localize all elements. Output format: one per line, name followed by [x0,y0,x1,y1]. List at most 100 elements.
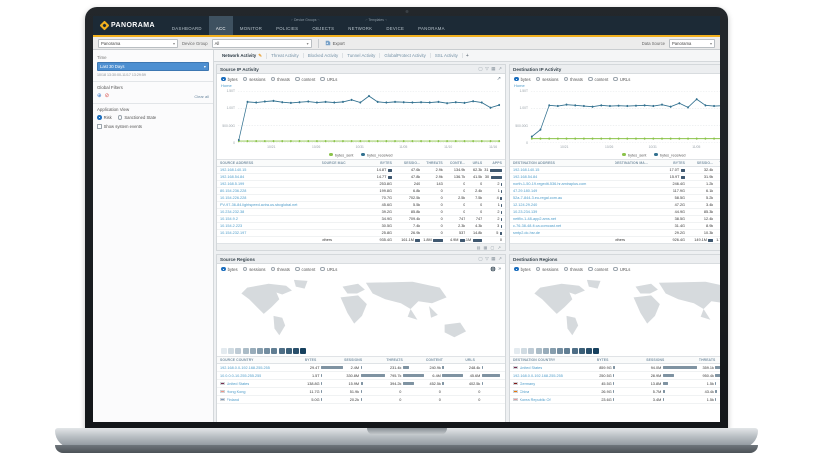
nav-item-device[interactable]: DEVICE [386,26,405,31]
column-header[interactable]: THREATS [698,358,716,362]
add-filter-icon[interactable]: ⊕ [97,93,102,99]
metric-radio-sessions[interactable]: sessions [242,267,266,272]
column-header[interactable]: URLS [472,161,483,165]
table-row[interactable]: 192.168.140.15 14.8T 47.6k 2.9k 134.9k 62.3k 3… [217,167,505,174]
nav-item-acc[interactable]: ACC [208,16,233,35]
metric-radio-content[interactable]: content [294,267,315,272]
tab-tunnel-activity[interactable]: Tunnel Activity [343,53,381,58]
column-header[interactable]: SESSIONS [344,358,363,362]
source-regions-map[interactable] [220,273,502,347]
legend-item-bytes_received[interactable]: bytes_received [361,152,393,157]
add-tab-button[interactable]: + [465,52,469,59]
tab-network-activity[interactable]: Network Activity ✎ [218,52,268,59]
table-view-icon[interactable]: ▦ [491,256,496,261]
filter-icon[interactable]: ▽ [485,66,489,71]
column-header[interactable]: CONTENT [425,358,443,362]
device-group-select[interactable]: All ▾ [211,38,312,48]
table-row[interactable]: Hong Kong 11.7G 51.9k 0 0 0 [217,388,505,396]
metric-radio-sessions[interactable]: sessions [535,77,559,82]
table-row[interactable]: c-76-38-48-fi.ca.comcast.net31.4G8.9k02.… [510,223,720,230]
table-row[interactable]: PV-97-36-84.lightspeed.avira.us.sbcgloba… [217,202,505,209]
legend-item-bytes_received[interactable]: bytes_received [654,152,686,157]
tab-threat-activity[interactable]: Threat Activity [267,53,304,58]
metric-radio-content[interactable]: content [294,77,315,82]
maximize-icon[interactable]: ▢ [490,244,495,250]
collapse-icon[interactable]: » [498,266,501,272]
column-header[interactable]: THREATS [426,161,443,165]
table-row[interactable]: 10.154.2.223 30.5G 7.4k 0 2.3k 4.3k 3 [217,223,505,230]
nav-item-network[interactable]: NETWORK [348,26,373,31]
table-row[interactable]: 192.168.54.84 14.7T 47.8k 2.9k 136.7k 41.5k 30 [217,174,505,181]
negate-filter-icon[interactable]: ⊘ [104,93,110,99]
tab-globalprotect-activity[interactable]: GlobalProtect Activity [380,53,431,58]
table-row[interactable]: 192.168.5.199 253.8G 240 143 0 0 2 [217,181,505,188]
column-header[interactable]: SOURCE COUNTRY [220,358,254,362]
metric-radio-urls[interactable]: URLs [613,267,630,272]
data-source-select[interactable]: Panorama ▾ [669,38,715,48]
nav-item-policies[interactable]: POLICIES [276,26,299,31]
table-row[interactable]: 10.154.232.197 25.8G 26.9k 0 537 14.8k 5 [217,230,505,237]
open-link-icon[interactable]: ↗ [498,66,502,71]
table-row[interactable]: 10.234.232.38 39.2G 85.8k 0 0 0 2 [217,209,505,216]
metric-radio-sessions[interactable]: sessions [242,77,266,82]
metric-radio-content[interactable]: content [587,267,608,272]
open-link-icon[interactable]: ↗ [498,256,502,261]
column-header[interactable]: CONTE... [449,161,466,165]
show-system-events-checkbox[interactable]: Show system events [97,124,209,129]
column-header[interactable]: BYTES [304,358,317,362]
home-breadcrumb[interactable]: Home [221,83,232,88]
table-row[interactable]: 80.154.236.228 199.8G 6.8k 0 0 2.4k 1 [217,188,505,195]
nav-item-objects[interactable]: OBJECTS [312,26,335,31]
column-header[interactable]: SESSIONS [646,358,665,362]
column-header[interactable]: SESSIO... [403,161,421,165]
column-header[interactable]: THREATS [713,161,720,165]
table-row[interactable]: 10.154.9.2 34.9G 709.4k 0 747 747 2 [217,216,505,223]
home-breadcrumb[interactable]: Home [514,83,525,88]
table-row[interactable]: United States 138.8G 15.9M 394.2k 452.5k 402.… [217,380,505,388]
table-view-icon[interactable]: ▦ [491,66,496,71]
sanctioned-state-radio[interactable]: Sanctioned State [117,115,156,120]
filter-icon[interactable]: ▽ [485,256,489,261]
column-header[interactable]: THREATS [386,358,403,362]
column-header[interactable]: SESSIO... [696,161,714,165]
column-header[interactable]: DESTINATION MA... [614,161,648,165]
table-row[interactable]: 192.168.0.0-192.168.255.255 29.4T 2.4M 231.… [217,364,505,372]
column-header[interactable]: APPS [492,161,502,165]
metric-radio-content[interactable]: content [587,77,608,82]
column-header[interactable]: DESTINATION ADDRESS [513,161,556,165]
table-row[interactable]: 10.154.226.228 70.7G 702.5k 0 2.5k 7.5k 4 [217,195,505,202]
risk-radio[interactable]: Risk [97,115,112,120]
table-row[interactable]: netflix-1-48-app2.ams.net38.5G12.4k07127… [510,216,720,223]
jump-icon[interactable]: ↗ [497,244,501,250]
column-header[interactable]: BYTES [596,358,609,362]
column-header[interactable]: BYTES [380,161,393,165]
column-header[interactable]: SOURCE ADDRESS [220,161,254,165]
context-select[interactable]: Panorama ▾ [98,38,178,48]
tab-ssl-activity[interactable]: SSL Activity [431,53,463,58]
destination-regions-map[interactable] [513,273,720,347]
table-row[interactable]: north-1-50-19.regedit-536.hr.amiraplus.c… [510,181,720,188]
time-range-select[interactable]: Last 30 Days ▾ [97,62,209,71]
metric-radio-sessions[interactable]: sessions [535,267,559,272]
export-button[interactable]: Export [325,40,345,46]
column-header[interactable]: DESTINATION COUNTRY [513,358,556,362]
table-row[interactable]: Finland 5.0G 20.2k 0 0 0 [217,396,505,404]
table-row[interactable]: 52a-7-844-3.eu-regal.com.au58.5G5.2k02.2… [510,195,720,202]
metric-radio-bytes[interactable]: bytes [221,77,238,82]
metric-radio-threats[interactable]: threats [270,77,290,82]
export-table-icon[interactable]: ▤ [476,244,481,250]
metric-radio-urls[interactable]: URLs [613,77,630,82]
metric-radio-urls[interactable]: URLs [320,267,337,272]
metric-radio-threats[interactable]: threats [563,77,583,82]
metric-radio-urls[interactable]: URLs [320,77,337,82]
column-header[interactable]: BYTES [673,161,686,165]
metric-radio-bytes[interactable]: bytes [514,77,531,82]
globe-icon[interactable] [490,266,496,272]
